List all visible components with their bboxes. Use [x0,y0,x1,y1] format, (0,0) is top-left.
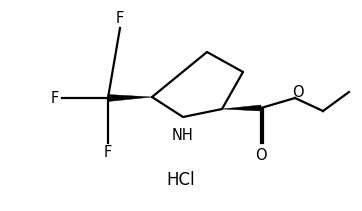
Text: F: F [104,145,112,160]
Polygon shape [222,105,261,111]
Text: O: O [292,84,304,100]
Text: F: F [51,91,59,106]
Text: HCl: HCl [167,171,195,189]
Text: F: F [116,11,124,26]
Text: NH: NH [172,128,194,143]
Polygon shape [108,95,152,101]
Text: O: O [255,147,267,162]
